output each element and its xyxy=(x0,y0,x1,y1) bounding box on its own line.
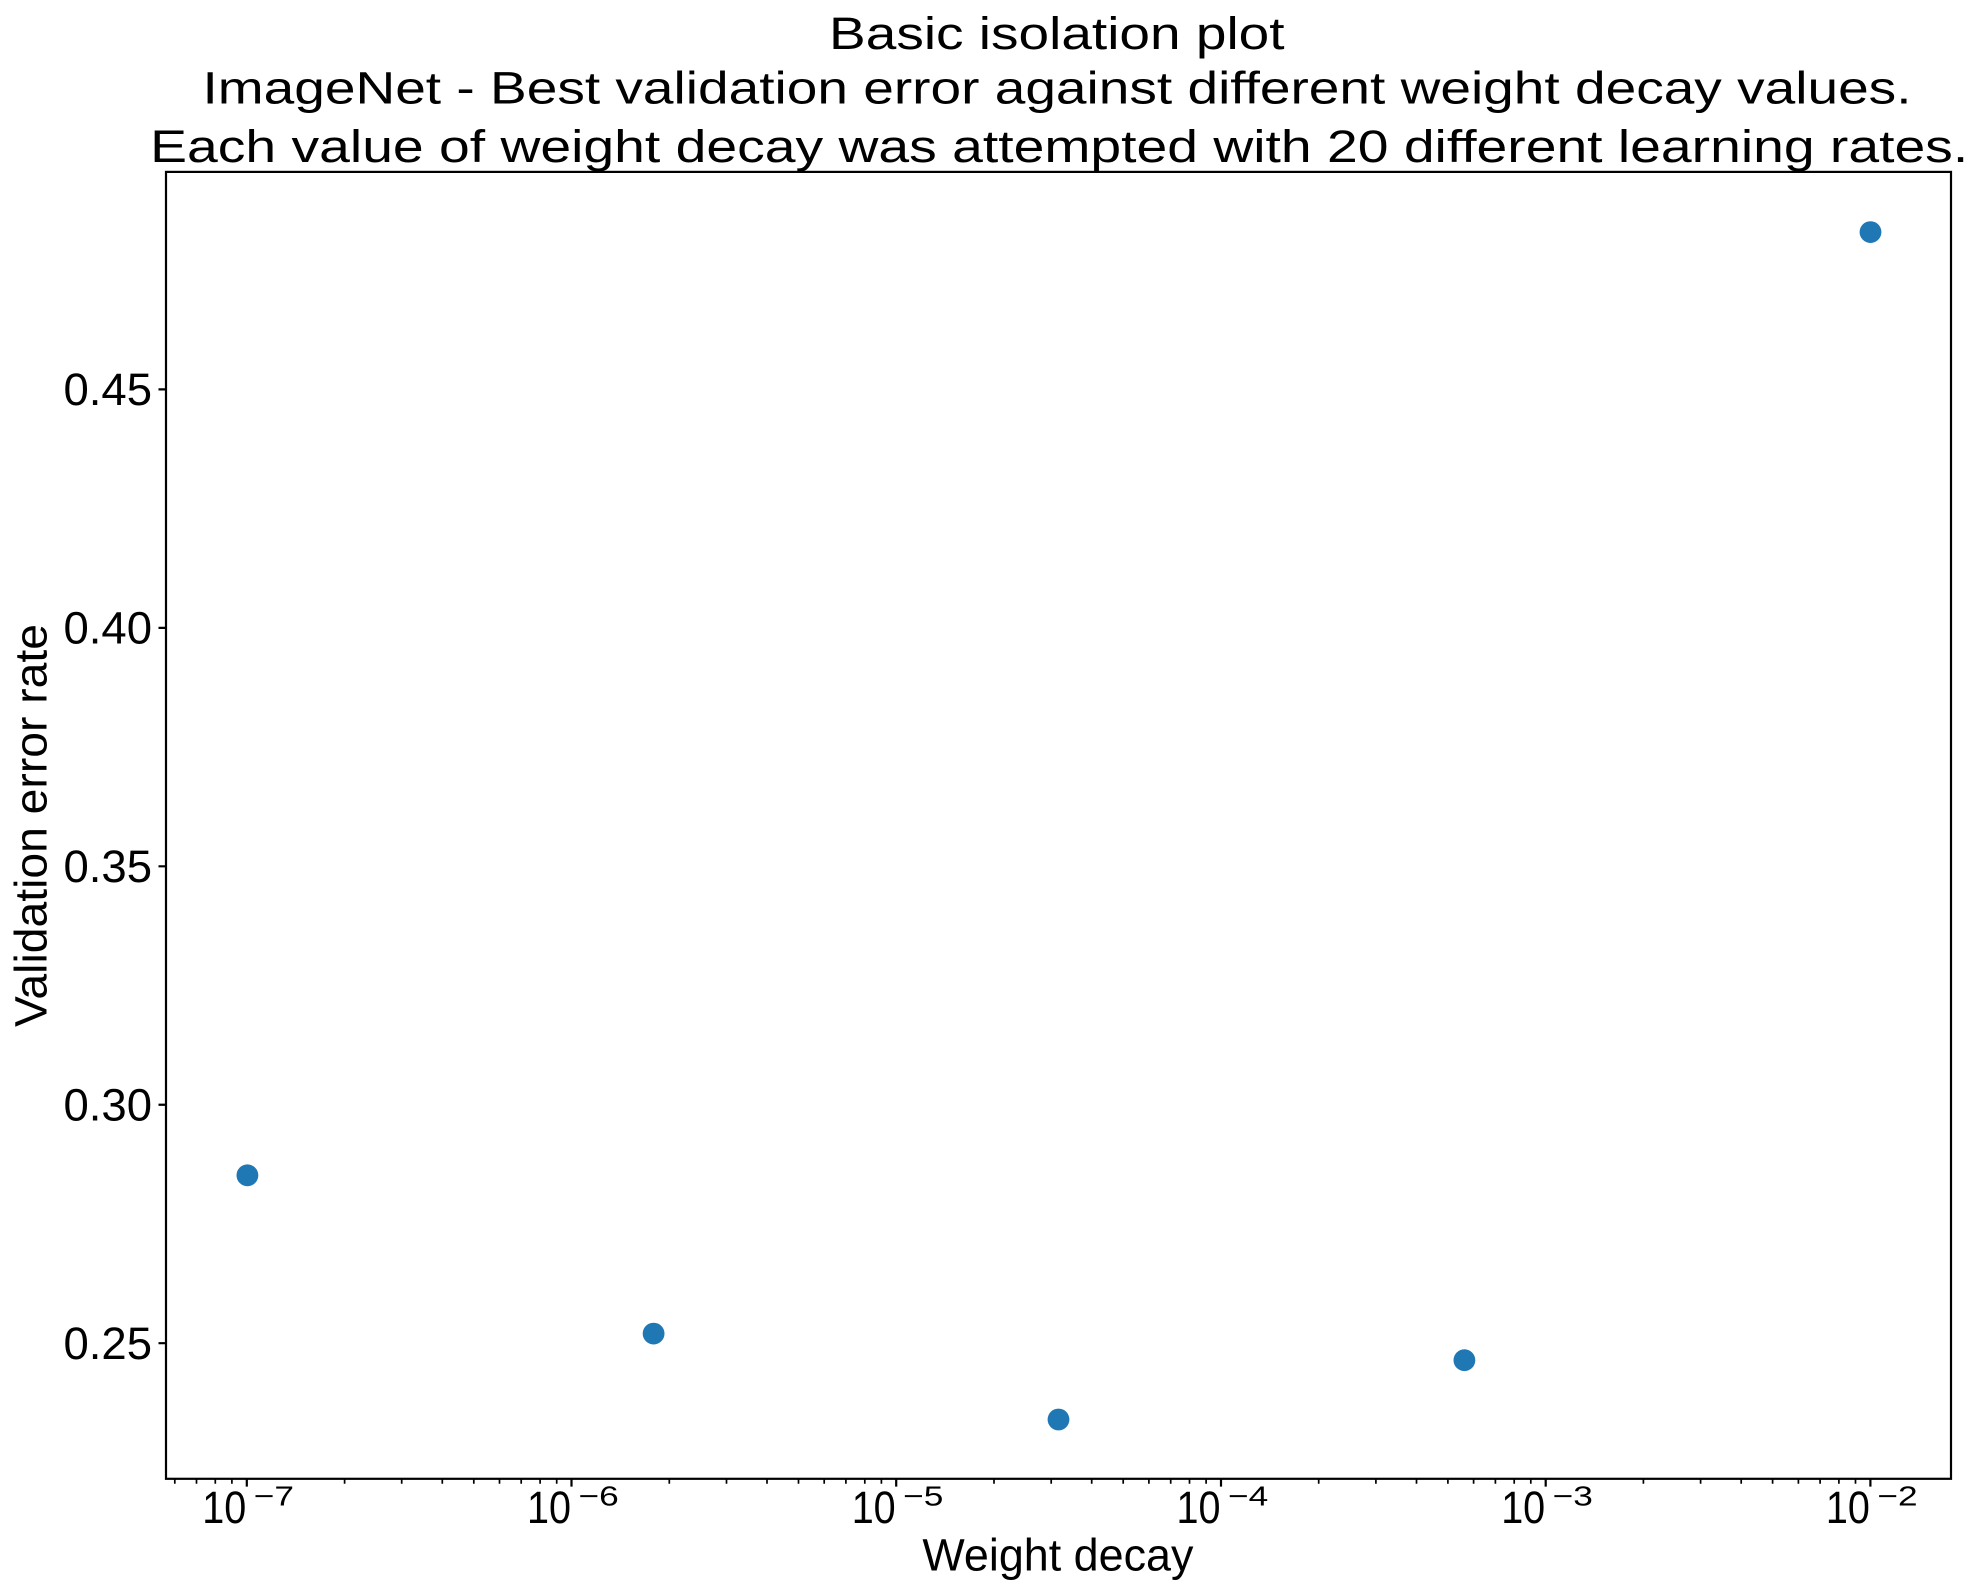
svg-text:0.25: 0.25 xyxy=(63,1318,152,1369)
svg-text:Weight decay: Weight decay xyxy=(922,1530,1193,1581)
svg-text:10: 10 xyxy=(527,1482,571,1533)
svg-text:ImageNet - Best validation err: ImageNet - Best validation error against… xyxy=(203,63,1912,114)
svg-text:10: 10 xyxy=(852,1482,896,1533)
svg-text:Validation error rate: Validation error rate xyxy=(5,624,56,1027)
svg-text:−5: −5 xyxy=(903,1480,943,1511)
svg-text:−7: −7 xyxy=(254,1480,294,1511)
svg-text:0.40: 0.40 xyxy=(63,603,152,654)
svg-text:Basic isolation plot: Basic isolation plot xyxy=(829,8,1285,59)
svg-text:10: 10 xyxy=(202,1482,246,1533)
svg-text:0.45: 0.45 xyxy=(63,364,152,415)
svg-text:−2: −2 xyxy=(1877,1480,1917,1511)
svg-text:−4: −4 xyxy=(1228,1480,1268,1511)
svg-text:0.30: 0.30 xyxy=(63,1080,152,1131)
svg-text:−3: −3 xyxy=(1553,1480,1593,1511)
svg-text:0.35: 0.35 xyxy=(63,841,152,892)
svg-text:10: 10 xyxy=(1501,1482,1545,1533)
svg-text:−6: −6 xyxy=(579,1480,619,1511)
svg-text:10: 10 xyxy=(1826,1482,1870,1533)
svg-text:Each value of weight decay was: Each value of weight decay was attempted… xyxy=(150,121,1968,172)
svg-text:10: 10 xyxy=(1177,1482,1221,1533)
